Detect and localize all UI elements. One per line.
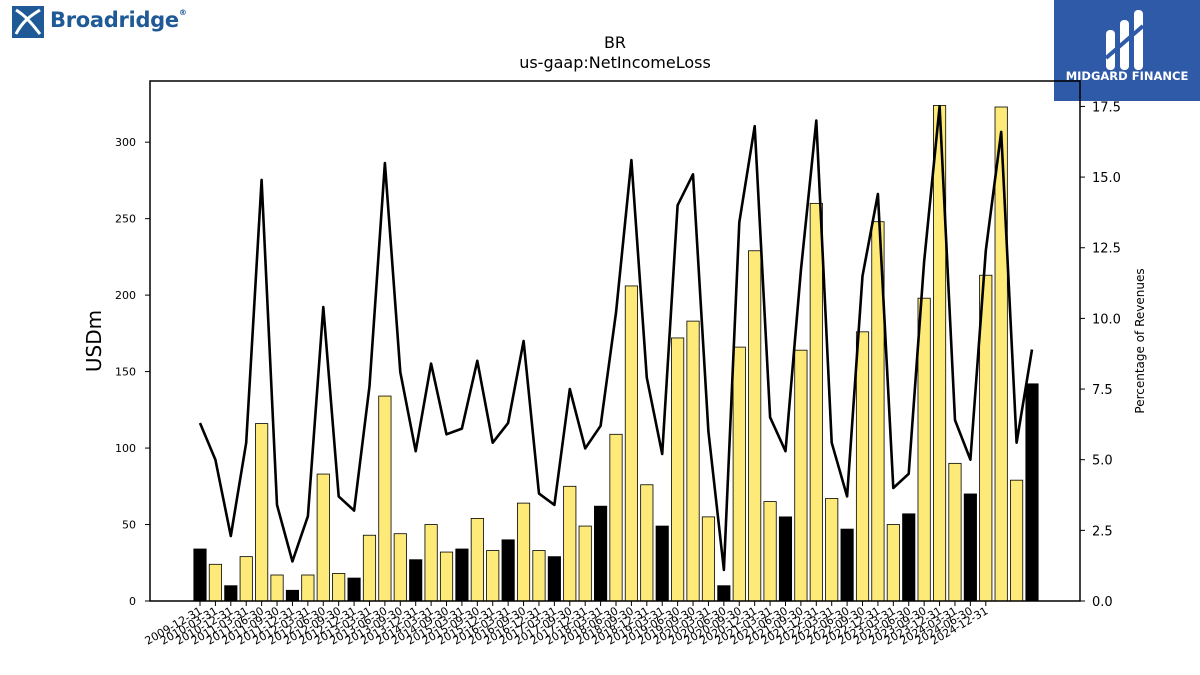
- bar: [501, 539, 515, 602]
- broadridge-logo-icon: [12, 6, 44, 38]
- y2-tick-label: 12.5: [1092, 242, 1121, 257]
- bar: [948, 462, 962, 602]
- bar: [671, 337, 685, 602]
- ratio-line: [198, 105, 1034, 572]
- bar: [208, 563, 222, 602]
- y-tick-label: 0: [129, 595, 136, 608]
- bar: [840, 528, 854, 602]
- bar: [486, 550, 500, 602]
- bar: [609, 433, 623, 602]
- y-tick-label: 150: [115, 366, 136, 379]
- y2-tick-label: 15.0: [1092, 171, 1121, 186]
- y-tick-label: 100: [115, 442, 136, 455]
- bar: [239, 556, 253, 602]
- y-tick-label: 50: [122, 519, 136, 532]
- bar: [994, 106, 1008, 602]
- bar: [578, 525, 592, 602]
- bar: [301, 574, 315, 602]
- bar: [701, 516, 716, 602]
- bar: [362, 534, 377, 602]
- bar: [516, 502, 531, 602]
- bar: [255, 423, 269, 602]
- bar: [439, 551, 454, 602]
- bar: [917, 297, 931, 602]
- bar: [763, 501, 777, 602]
- y2-tick-label: 5.0: [1092, 454, 1113, 469]
- bar: [347, 577, 361, 602]
- bar: [778, 516, 793, 602]
- chart-subtitle: us-gaap:NetIncomeLoss: [519, 53, 711, 72]
- y-tick-label: 200: [115, 289, 136, 302]
- bar: [270, 574, 284, 602]
- bar: [332, 573, 346, 602]
- bar: [424, 524, 438, 602]
- bar: [1025, 383, 1039, 602]
- bar: [193, 548, 207, 602]
- y2-tick-label: 7.5: [1092, 383, 1113, 398]
- bar: [655, 525, 669, 602]
- bar: [563, 485, 577, 602]
- midgard-finance-logo: MIDGARD FINANCE: [1054, 0, 1200, 101]
- bar: [1010, 479, 1024, 602]
- bar: [686, 320, 700, 602]
- midgard-logo-icon: [1102, 8, 1152, 72]
- bar: [594, 505, 608, 602]
- chart-title: BR: [604, 33, 626, 52]
- bar: [732, 346, 746, 602]
- line-layer: [198, 105, 1034, 572]
- y-axis-layer: 0 50 100 150 200 250 300: [115, 136, 150, 608]
- plot-frame: [149, 80, 1081, 602]
- bar: [809, 202, 823, 602]
- bar: [378, 395, 392, 602]
- midgard-wordmark: MIDGARD FINANCE: [1065, 69, 1189, 83]
- broadridge-logo: Broadridge®: [12, 6, 187, 40]
- bar: [285, 589, 300, 602]
- x-axis-layer: 2009-12-312010-03-312010-12-312011-03-31…: [143, 601, 990, 648]
- y-tick-label: 300: [115, 136, 136, 149]
- y-tick-label: 250: [115, 213, 136, 226]
- bar: [640, 484, 654, 602]
- bar: [316, 473, 330, 602]
- bar: [794, 349, 808, 602]
- bar: [409, 559, 423, 602]
- bar: [547, 556, 561, 602]
- bar: [825, 498, 839, 602]
- bar: [855, 331, 870, 602]
- bar: [902, 513, 916, 602]
- bar: [532, 550, 546, 602]
- bar: [455, 548, 469, 602]
- y-axis-label: USDm: [82, 310, 106, 372]
- bar: [963, 493, 977, 602]
- bar: [224, 585, 238, 602]
- bar: [886, 524, 900, 602]
- bar: [393, 533, 407, 602]
- bar: [717, 585, 731, 602]
- y2-tick-label: 17.5: [1092, 100, 1121, 115]
- y2-tick-label: 0.0: [1092, 595, 1113, 610]
- y2-axis-label: Percentage of Revenues: [1133, 268, 1147, 413]
- bar: [470, 518, 484, 602]
- y2-axis-layer: 0.0 2.5 5.0 7.5 10.0 12.5 15.0 17.5: [1080, 100, 1121, 610]
- bar: [748, 250, 762, 602]
- y2-tick-label: 2.5: [1092, 524, 1113, 539]
- y2-tick-label: 10.0: [1092, 312, 1121, 327]
- bar: [624, 285, 638, 602]
- broadridge-wordmark: Broadridge®: [50, 8, 187, 32]
